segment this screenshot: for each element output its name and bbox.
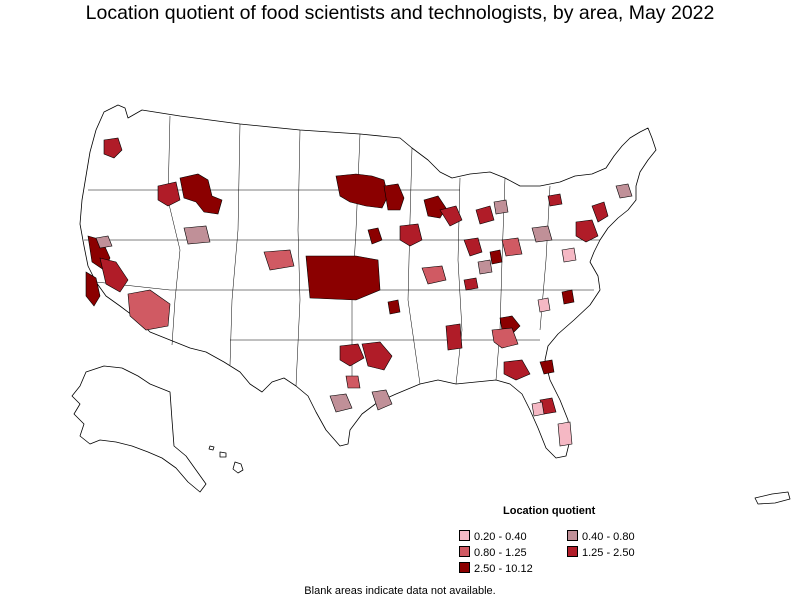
area-south-carolina	[537, 297, 551, 313]
legend-item-0-80-1-25: 0.80 - 1.25	[459, 546, 527, 559]
area-michigan-east	[493, 199, 509, 215]
hawaii-island	[219, 451, 227, 458]
area-iowa-east	[367, 227, 383, 245]
area-idaho-west	[157, 181, 181, 207]
area-kansas-west	[305, 255, 381, 301]
area-georgia-south	[503, 359, 531, 381]
area-oregon	[103, 137, 123, 159]
legend-title: Location quotient	[503, 505, 596, 517]
area-michigan	[439, 205, 463, 227]
area-california-valley	[99, 257, 129, 293]
area-pennsylvania	[575, 219, 599, 243]
area-idaho-east	[179, 173, 223, 215]
area-illinois	[475, 205, 495, 225]
area-north-carolina	[561, 289, 575, 305]
legend-item-0-20-0-40: 0.20 - 0.40	[459, 530, 527, 543]
area-texas-north	[339, 343, 365, 367]
area-arizona	[127, 289, 171, 331]
area-georgia	[539, 359, 555, 375]
area-iowa-west	[399, 223, 423, 247]
area-california-coast	[85, 271, 101, 307]
area-nevada	[95, 235, 113, 249]
area-texas-south	[329, 393, 353, 413]
legend-item-2-50-10-12: 2.50 - 10.12	[459, 562, 533, 575]
area-alabama	[445, 323, 463, 351]
area-colorado	[263, 249, 295, 271]
footnote: Blank areas indicate data not available.	[304, 585, 496, 597]
area-kentucky	[501, 237, 523, 257]
area-arkansas	[387, 299, 401, 315]
area-texas-east	[345, 375, 361, 389]
area-texas-central	[361, 341, 393, 371]
area-indiana-south	[477, 259, 493, 275]
puerto-rico-outline	[754, 491, 791, 505]
area-missouri-southeast	[463, 277, 479, 291]
area-georgia-north	[491, 327, 519, 349]
area-houston	[371, 389, 393, 411]
area-minnesota-west	[383, 183, 405, 211]
area-north-dakota-east	[335, 173, 389, 209]
legend-swatch	[567, 546, 578, 557]
legend-item-0-40-0-80: 0.40 - 0.80	[567, 530, 635, 543]
shaded-areas	[85, 137, 633, 447]
alaska-outline	[71, 365, 207, 493]
hawaii-island	[208, 445, 215, 451]
legend-item-1-25-2-50: 1.25 - 2.50	[567, 546, 635, 559]
legend-swatch	[459, 546, 470, 557]
area-missouri	[421, 265, 447, 285]
legend-swatch	[459, 562, 470, 573]
area-new-york-west	[547, 193, 563, 207]
area-florida-east	[557, 421, 573, 447]
area-florida-west	[531, 401, 545, 417]
area-ohio-west	[489, 249, 503, 265]
legend-swatch	[459, 530, 470, 541]
area-virginia	[561, 247, 577, 263]
area-utah	[183, 225, 211, 245]
area-indiana	[463, 237, 483, 257]
map-title: Location quotient of food scientists and…	[85, 2, 715, 24]
area-ohio	[531, 225, 553, 243]
area-massachusetts	[615, 183, 633, 199]
hawaii-island	[232, 461, 244, 474]
area-new-jersey	[591, 201, 609, 223]
legend-swatch	[567, 530, 578, 541]
